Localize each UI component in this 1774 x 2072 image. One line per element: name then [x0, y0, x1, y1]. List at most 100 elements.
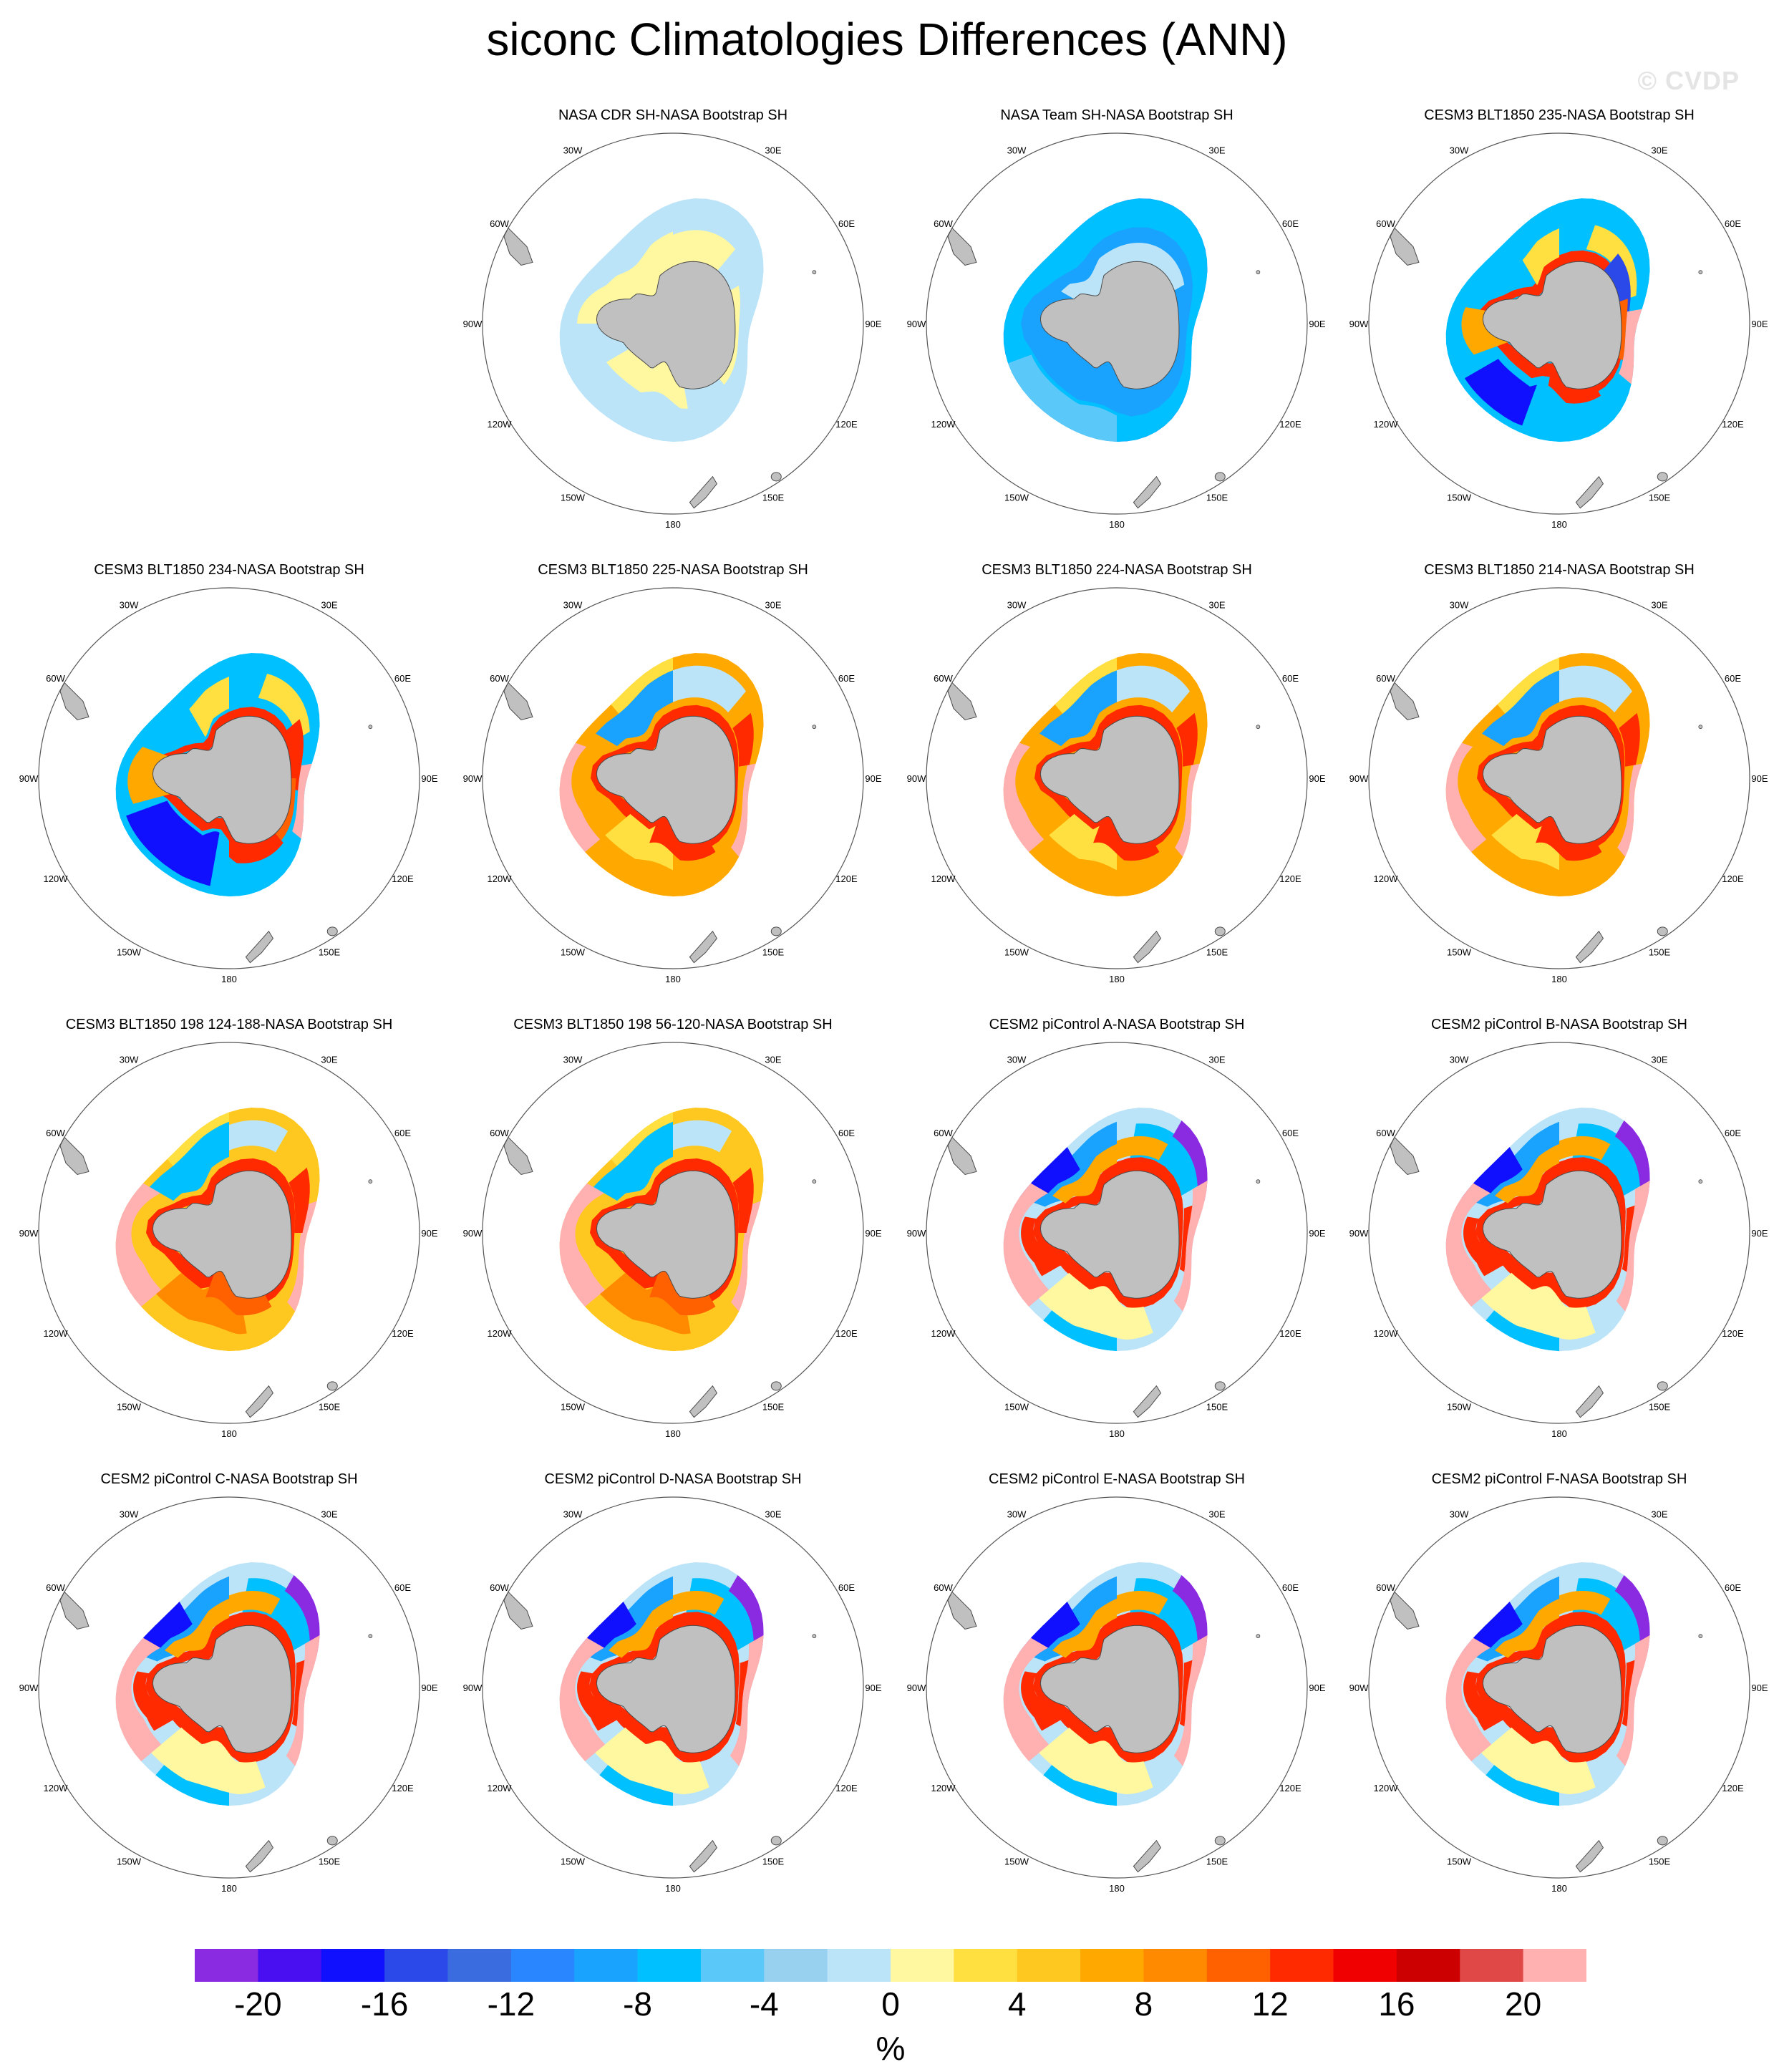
longitude-label: 60E	[1725, 673, 1741, 684]
antarctica-landmass	[152, 1625, 292, 1753]
kerguelen-island	[1256, 725, 1261, 730]
kerguelen-island	[1256, 270, 1261, 275]
kerguelen-island	[812, 270, 817, 275]
colorbar-bin	[1460, 1949, 1524, 1982]
tasmania-landmass	[1657, 472, 1668, 482]
longitude-label: 120E	[835, 1783, 858, 1793]
longitude-label: 90E	[865, 319, 881, 329]
anomaly-sector	[719, 286, 740, 385]
anomaly-sector	[1003, 198, 1207, 442]
longitude-label: 30E	[1651, 145, 1667, 156]
anomaly-sector	[1033, 1157, 1183, 1309]
figure-title: siconc Climatologies Differences (ANN)	[486, 14, 1288, 65]
longitude-label: 120W	[488, 873, 513, 884]
longitude-label: 120W	[488, 419, 513, 430]
anomaly-sector	[1618, 299, 1628, 361]
colorbar-bin	[1270, 1949, 1334, 1982]
new-zealand-landmass	[689, 475, 718, 509]
longitude-label: 90W	[907, 773, 926, 784]
anomaly-sector	[1034, 705, 1183, 852]
tasmania-landmass	[326, 926, 338, 936]
south-america-landmass	[1390, 1591, 1420, 1630]
longitude-label: 60W	[1376, 1128, 1395, 1138]
colorbar-bin	[1333, 1949, 1397, 1982]
colorbar-bin	[1396, 1949, 1460, 1982]
anomaly-sector	[1485, 1765, 1559, 1806]
anomaly-sector	[649, 816, 716, 861]
anomaly-sector	[127, 747, 170, 804]
anomaly-sector	[115, 1183, 162, 1307]
new-zealand-landmass	[689, 1385, 718, 1418]
anomaly-sector	[577, 1671, 618, 1731]
longitude-label: 60W	[934, 1582, 953, 1593]
anomaly-sector	[1003, 1637, 1050, 1762]
tasmania-landmass	[770, 1836, 782, 1846]
anomaly-sector	[1003, 742, 1044, 853]
polar-stereographic-map: 030E60E90E120E150E180150W120W90W60W30W	[907, 132, 1326, 530]
kerguelen-island	[1698, 725, 1703, 730]
longitude-label: 60E	[838, 218, 855, 229]
tasmania-landmass	[770, 472, 782, 482]
colorbar-tick-label: 4	[1007, 1985, 1027, 2023]
longitude-label: 60W	[1376, 218, 1395, 229]
longitude-label: 180	[1109, 519, 1125, 530]
longitude-label: 180	[1109, 974, 1125, 984]
longitude-label: 150W	[1447, 947, 1472, 957]
longitude-label: 150E	[762, 947, 785, 957]
anomaly-sector	[577, 231, 673, 324]
panel-title: CESM3 BLT1850 198 124-188-NASA Bootstrap…	[65, 1017, 393, 1032]
panel-title: CESM3 BLT1850 235-NASA Bootstrap SH	[1424, 107, 1695, 123]
anomaly-sector	[591, 705, 739, 852]
tasmania-landmass	[1657, 926, 1668, 936]
anomaly-sector	[1619, 309, 1642, 384]
longitude-label: 120W	[931, 873, 956, 884]
anomaly-sector	[596, 670, 673, 747]
anomaly-sector	[1481, 1727, 1596, 1794]
longitude-label: 150E	[762, 1856, 785, 1867]
new-zealand-landmass	[689, 1839, 718, 1873]
longitude-label: 60W	[46, 1128, 65, 1138]
new-zealand-landmass	[1575, 1385, 1604, 1418]
longitude-label: 150W	[1447, 1401, 1472, 1412]
polar-stereographic-map: 030E60E90E120E150E180150W120W90W60W30W	[907, 1496, 1326, 1894]
anomaly-sector	[1179, 1660, 1193, 1727]
longitude-label: 30E	[321, 1509, 337, 1520]
antarctica-landmass	[596, 261, 736, 389]
longitude-label: 90E	[865, 1228, 881, 1239]
new-zealand-landmass	[245, 930, 274, 964]
longitude-label: 180	[221, 1428, 237, 1439]
longitude-label: 30E	[1208, 145, 1225, 156]
tasmania-landmass	[1214, 926, 1226, 936]
longitude-label: 90W	[19, 773, 39, 784]
anomaly-sector	[291, 1660, 305, 1727]
longitude-label: 30E	[1208, 1509, 1225, 1520]
anomaly-sector	[593, 1121, 673, 1201]
south-america-landmass	[1390, 1136, 1420, 1176]
panel-title: CESM3 BLT1850 214-NASA Bootstrap SH	[1424, 562, 1695, 578]
map-panel: CESM3 BLT1850 214-NASA Bootstrap SH030E6…	[1337, 562, 1774, 992]
longitude-label: 60E	[394, 673, 411, 684]
map-panel: CESM2 piControl F-NASA Bootstrap SH030E6…	[1337, 1471, 1774, 1901]
colorbar-tick-label: -12	[487, 1985, 535, 2023]
colorbar-bin	[321, 1949, 385, 1982]
map-panel: CESM3 BLT1850 225-NASA Bootstrap SH030E6…	[451, 562, 895, 992]
longitude-label: 120E	[392, 1328, 414, 1339]
longitude-label: 120E	[835, 419, 858, 430]
longitude-label: 60W	[46, 673, 65, 684]
map-panel: CESM3 BLT1850 198 56-120-NASA Bootstrap …	[451, 1017, 895, 1446]
anomaly-sector	[611, 1112, 673, 1166]
map-panel: CESM2 piControl D-NASA Bootstrap SH030E6…	[451, 1471, 895, 1901]
longitude-label: 90E	[421, 1683, 437, 1693]
south-america-landmass	[503, 1136, 533, 1176]
longitude-label: 180	[665, 1883, 681, 1894]
colorbar-bin	[1523, 1949, 1586, 1982]
tasmania-landmass	[326, 1836, 338, 1846]
longitude-label: 30E	[1208, 600, 1225, 611]
anomaly-sector	[1617, 763, 1642, 857]
longitude-label: 60E	[1725, 218, 1741, 229]
anomaly-sector	[728, 1575, 764, 1659]
colorbar-bin	[1017, 1949, 1081, 1982]
new-zealand-landmass	[1133, 1839, 1162, 1873]
polar-stereographic-map: 030E60E90E120E150E180150W120W90W60W30W	[1349, 1496, 1768, 1894]
polar-stereographic-map: 030E60E90E120E150E180150W120W90W60W30W	[907, 1042, 1326, 1439]
